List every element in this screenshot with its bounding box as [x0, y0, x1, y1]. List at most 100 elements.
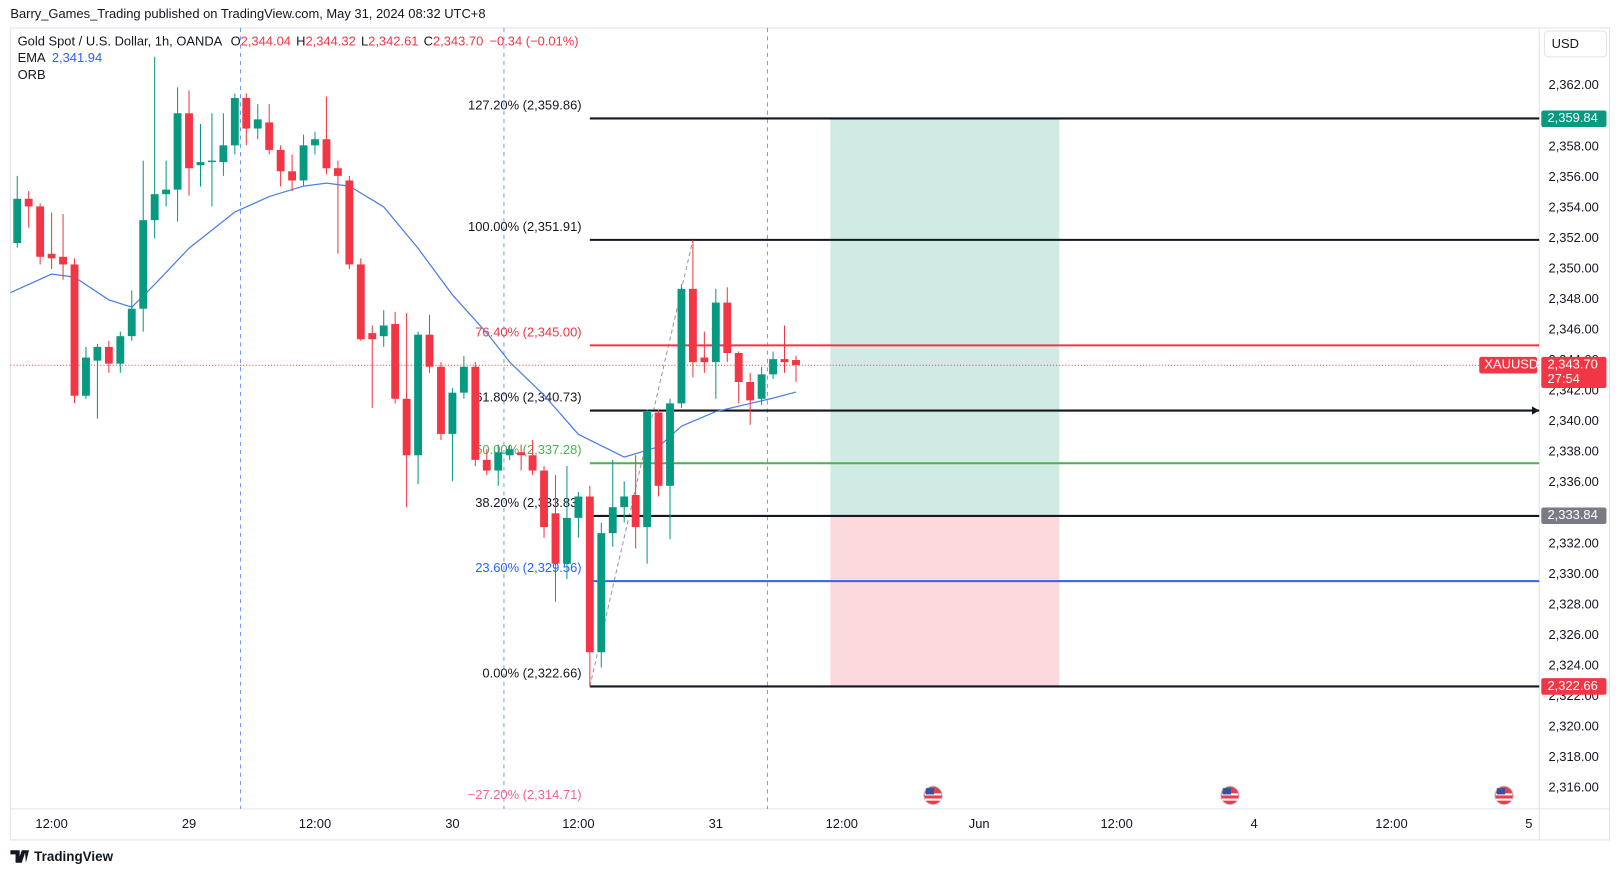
candle-body [345, 180, 354, 265]
legend-change: −0.34 (−0.01%) [489, 34, 578, 49]
candle-body [563, 517, 571, 564]
candle-body [437, 366, 445, 434]
price-tag [1541, 110, 1607, 128]
y-tick-label: 2,320.00 [1549, 718, 1599, 733]
fib-label: 50.00% (2,337.28) [475, 442, 581, 457]
candle-body [402, 398, 411, 456]
candle-body [780, 359, 789, 363]
price-tag [1541, 678, 1607, 695]
last-price-tag [1541, 356, 1607, 388]
candle-body [104, 346, 113, 364]
candle-body [631, 494, 640, 528]
x-tick-label: 12:00 [1375, 816, 1407, 831]
countdown: 27:54 [1547, 371, 1579, 386]
flag-canton [1496, 788, 1506, 795]
candle-body [585, 496, 594, 653]
y-tick-label: 2,326.00 [1549, 627, 1599, 642]
candle-body [700, 357, 709, 363]
currency-button-label[interactable]: USD [1552, 36, 1579, 51]
event-flag[interactable] [1220, 785, 1240, 806]
candle-body [82, 357, 90, 396]
x-tick-label: 30 [445, 816, 459, 831]
legend-key: H [296, 34, 305, 49]
candle-body [116, 336, 125, 364]
x-tick-label: 12:00 [1100, 816, 1132, 831]
last-price-label: 2,343.70 [1547, 357, 1597, 372]
y-tick-label: 2,346.00 [1549, 322, 1599, 337]
legend-row: EMA 2,341.94 [18, 50, 103, 65]
x-tick-label: 5 [1525, 816, 1532, 831]
candle-body [746, 382, 755, 401]
candle-body [368, 333, 377, 340]
candle-body [59, 256, 67, 265]
y-tick-label: 2,352.00 [1549, 230, 1599, 245]
candle-body [551, 513, 560, 564]
event-flag[interactable] [1494, 785, 1514, 806]
candle-body [792, 360, 800, 366]
x-tick-label: 12:00 [35, 816, 67, 831]
logo-mark [10, 850, 29, 863]
y-tick-label: 2,340.00 [1549, 413, 1599, 428]
price-tag-label: 2,333.84 [1547, 507, 1597, 522]
legend-title: Gold Spot / U.S. Dollar, 1h, OANDA [18, 34, 223, 49]
price-tag-label: 2,322.66 [1547, 678, 1597, 693]
candle-body [333, 168, 342, 176]
x-tick-label: 31 [709, 816, 723, 831]
candle-body [654, 412, 663, 486]
plot: 2,316.002,318.002,320.002,322.002,324.00… [10, 27, 1607, 831]
fib-label: 38.20% (2,333.83) [475, 495, 581, 510]
candle-body [711, 302, 720, 363]
candle-body [391, 323, 400, 399]
y-tick-label: 2,316.00 [1549, 780, 1599, 795]
candle-body [265, 122, 274, 150]
y-tick-label: 2,330.00 [1549, 566, 1599, 581]
candle-body [230, 98, 239, 146]
x-tick-label: 12:00 [299, 816, 331, 831]
price-tag [1541, 507, 1607, 525]
y-tick-label: 2,354.00 [1549, 199, 1599, 214]
candle-body [356, 264, 365, 340]
currency-button[interactable]: USD [1543, 30, 1607, 58]
fib-label: −27.20% (2,314.71) [468, 787, 582, 802]
candle-body [70, 264, 79, 396]
fib-trendline [589, 239, 694, 687]
stop-zone [830, 515, 1060, 687]
candle-body [379, 325, 388, 337]
legend-row: Gold Spot / U.S. Dollar, 1h, OANDA O 2,344… [18, 34, 579, 49]
event-flag[interactable] [923, 785, 943, 806]
candle-body [574, 496, 583, 518]
candle-body [597, 533, 606, 653]
flag-stripe [1495, 798, 1513, 801]
y-tick-label: 2,356.00 [1549, 169, 1599, 184]
x-tick-label: 29 [182, 816, 196, 831]
legend-key: L [361, 34, 368, 49]
candle-body [666, 403, 674, 486]
x-tick-label: 12:00 [562, 816, 594, 831]
legend-key: C [424, 34, 433, 49]
candle-body [311, 139, 319, 146]
candle-body [127, 308, 136, 337]
candle-body [471, 366, 480, 460]
x-tick-label: Jun [969, 816, 990, 831]
candle-body [299, 145, 308, 181]
candle-body [150, 194, 159, 221]
candle-body [139, 220, 148, 309]
fib-label: 0.00% (2,322.66) [482, 665, 581, 680]
candle-body [425, 334, 434, 367]
legend-value: 2,343.70 [433, 34, 483, 49]
candle-body [448, 392, 457, 434]
candle-body [13, 198, 22, 244]
ema-line [10, 182, 797, 458]
legend-value: 2,342.61 [368, 34, 418, 49]
candle-body [643, 411, 652, 528]
candle-body [162, 189, 171, 195]
price-tag-label: 2,359.84 [1547, 110, 1597, 125]
logo-text: TradingView [34, 849, 113, 864]
legend-key: O [231, 34, 241, 49]
currency-button-box[interactable] [1543, 30, 1607, 58]
legend-value: 2,344.32 [305, 34, 355, 49]
candle-body [459, 366, 468, 393]
candle-body [93, 346, 102, 361]
candle-body [207, 160, 216, 163]
